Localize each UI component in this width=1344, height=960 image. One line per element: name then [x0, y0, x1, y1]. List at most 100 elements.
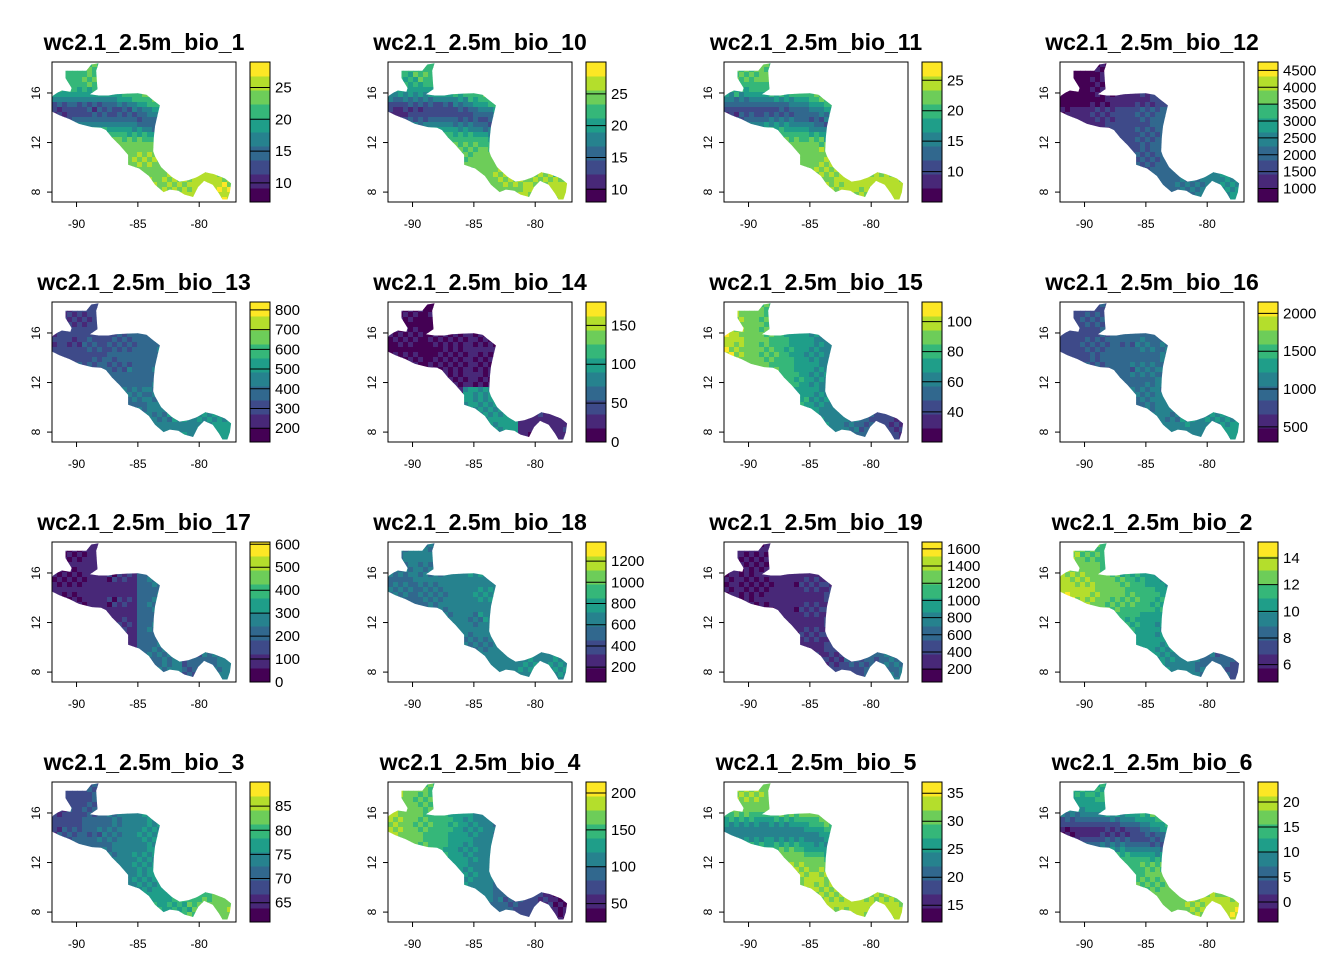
raster-cell — [1120, 162, 1126, 168]
raster-cell — [1100, 82, 1106, 88]
raster-cell — [182, 107, 188, 113]
raster-cell — [864, 122, 870, 128]
raster-cell — [152, 117, 158, 123]
raster-cell — [874, 77, 880, 83]
raster-cell — [212, 127, 218, 133]
raster-cell — [879, 122, 885, 128]
raster-cell — [428, 182, 434, 188]
raster-cell — [87, 177, 93, 183]
raster-cell — [553, 192, 559, 198]
raster-cell — [488, 162, 494, 168]
raster-cell — [1085, 152, 1091, 158]
raster-cell — [874, 152, 880, 158]
raster-cell — [167, 127, 173, 133]
raster-cell — [1160, 187, 1166, 193]
raster-cell — [849, 142, 855, 148]
raster-cell — [77, 102, 83, 108]
raster-cell — [132, 347, 138, 353]
raster-cell — [82, 147, 88, 153]
raster-cell — [202, 162, 208, 168]
raster-cell — [844, 192, 850, 198]
raster-cell — [167, 112, 173, 118]
raster-cell — [1110, 177, 1116, 183]
raster-cell — [533, 132, 539, 138]
raster-cell — [1220, 87, 1226, 93]
raster-cell — [1060, 112, 1066, 118]
raster-cell — [192, 72, 198, 78]
raster-cell — [759, 122, 765, 128]
raster-cell — [493, 92, 499, 98]
raster-cell — [814, 77, 820, 83]
raster-cell — [62, 152, 68, 158]
raster-cell — [222, 172, 228, 178]
raster-cell — [423, 92, 429, 98]
raster-cell — [503, 152, 509, 158]
raster-cell — [468, 107, 474, 113]
raster-cell — [558, 92, 564, 98]
raster-cell — [1220, 192, 1226, 198]
raster-cell — [82, 382, 88, 388]
raster-cell — [102, 317, 108, 323]
raster-cell — [899, 72, 904, 78]
raster-cell — [212, 347, 218, 353]
raster-cell — [152, 352, 158, 358]
raster-cell — [754, 67, 760, 73]
raster-cell — [849, 67, 855, 73]
raster-cell — [1215, 142, 1221, 148]
raster-cell — [894, 177, 900, 183]
raster-cell — [152, 357, 158, 363]
raster-cell — [1240, 147, 1245, 152]
legend-tick-label: 20 — [275, 111, 292, 128]
raster-cell — [483, 72, 489, 78]
raster-cell — [137, 152, 143, 158]
raster-cell — [408, 182, 414, 188]
raster-cell — [1105, 152, 1111, 158]
raster-cell — [1135, 187, 1141, 193]
raster-cell — [408, 122, 414, 128]
raster-cell — [162, 72, 168, 78]
raster-cell — [147, 182, 153, 188]
raster-cell — [1190, 127, 1196, 133]
raster-cell — [1225, 72, 1231, 78]
raster-cell — [433, 137, 439, 143]
raster-cell — [57, 182, 63, 188]
raster-cell — [1120, 117, 1126, 123]
raster-cell — [227, 352, 232, 358]
raster-cell — [97, 322, 103, 328]
raster-cell — [413, 102, 419, 108]
raster-cell — [794, 72, 800, 78]
raster-cell — [744, 72, 750, 78]
raster-cell — [87, 182, 93, 188]
raster-cell — [1180, 92, 1186, 98]
raster-cell — [1085, 72, 1091, 78]
raster-cell — [443, 72, 449, 78]
raster-cell — [57, 392, 63, 398]
raster-cell — [127, 77, 133, 83]
raster-cell — [809, 172, 815, 178]
raster-cell — [232, 62, 237, 67]
raster-cell — [739, 97, 745, 103]
raster-cell — [1070, 177, 1076, 183]
raster-cell — [182, 392, 188, 398]
legend-color-segment — [586, 90, 606, 105]
raster-cell — [187, 82, 193, 88]
raster-cell — [1225, 117, 1231, 123]
raster-cell — [508, 87, 514, 93]
raster-cell — [443, 137, 449, 143]
raster-cell — [127, 317, 133, 323]
raster-cell — [759, 167, 765, 173]
raster-cell — [227, 322, 232, 328]
raster-cell — [52, 182, 58, 188]
raster-cell — [1180, 132, 1186, 138]
raster-cell — [207, 322, 213, 328]
raster-cell — [1130, 87, 1136, 93]
raster-cell — [167, 102, 173, 108]
raster-cell — [122, 102, 128, 108]
raster-cell — [759, 157, 765, 163]
raster-cell — [553, 117, 559, 123]
raster-cell — [754, 142, 760, 148]
raster-cell — [1205, 107, 1211, 113]
raster-cell — [488, 77, 494, 83]
raster-cell — [403, 107, 409, 113]
raster-cell — [729, 157, 735, 163]
